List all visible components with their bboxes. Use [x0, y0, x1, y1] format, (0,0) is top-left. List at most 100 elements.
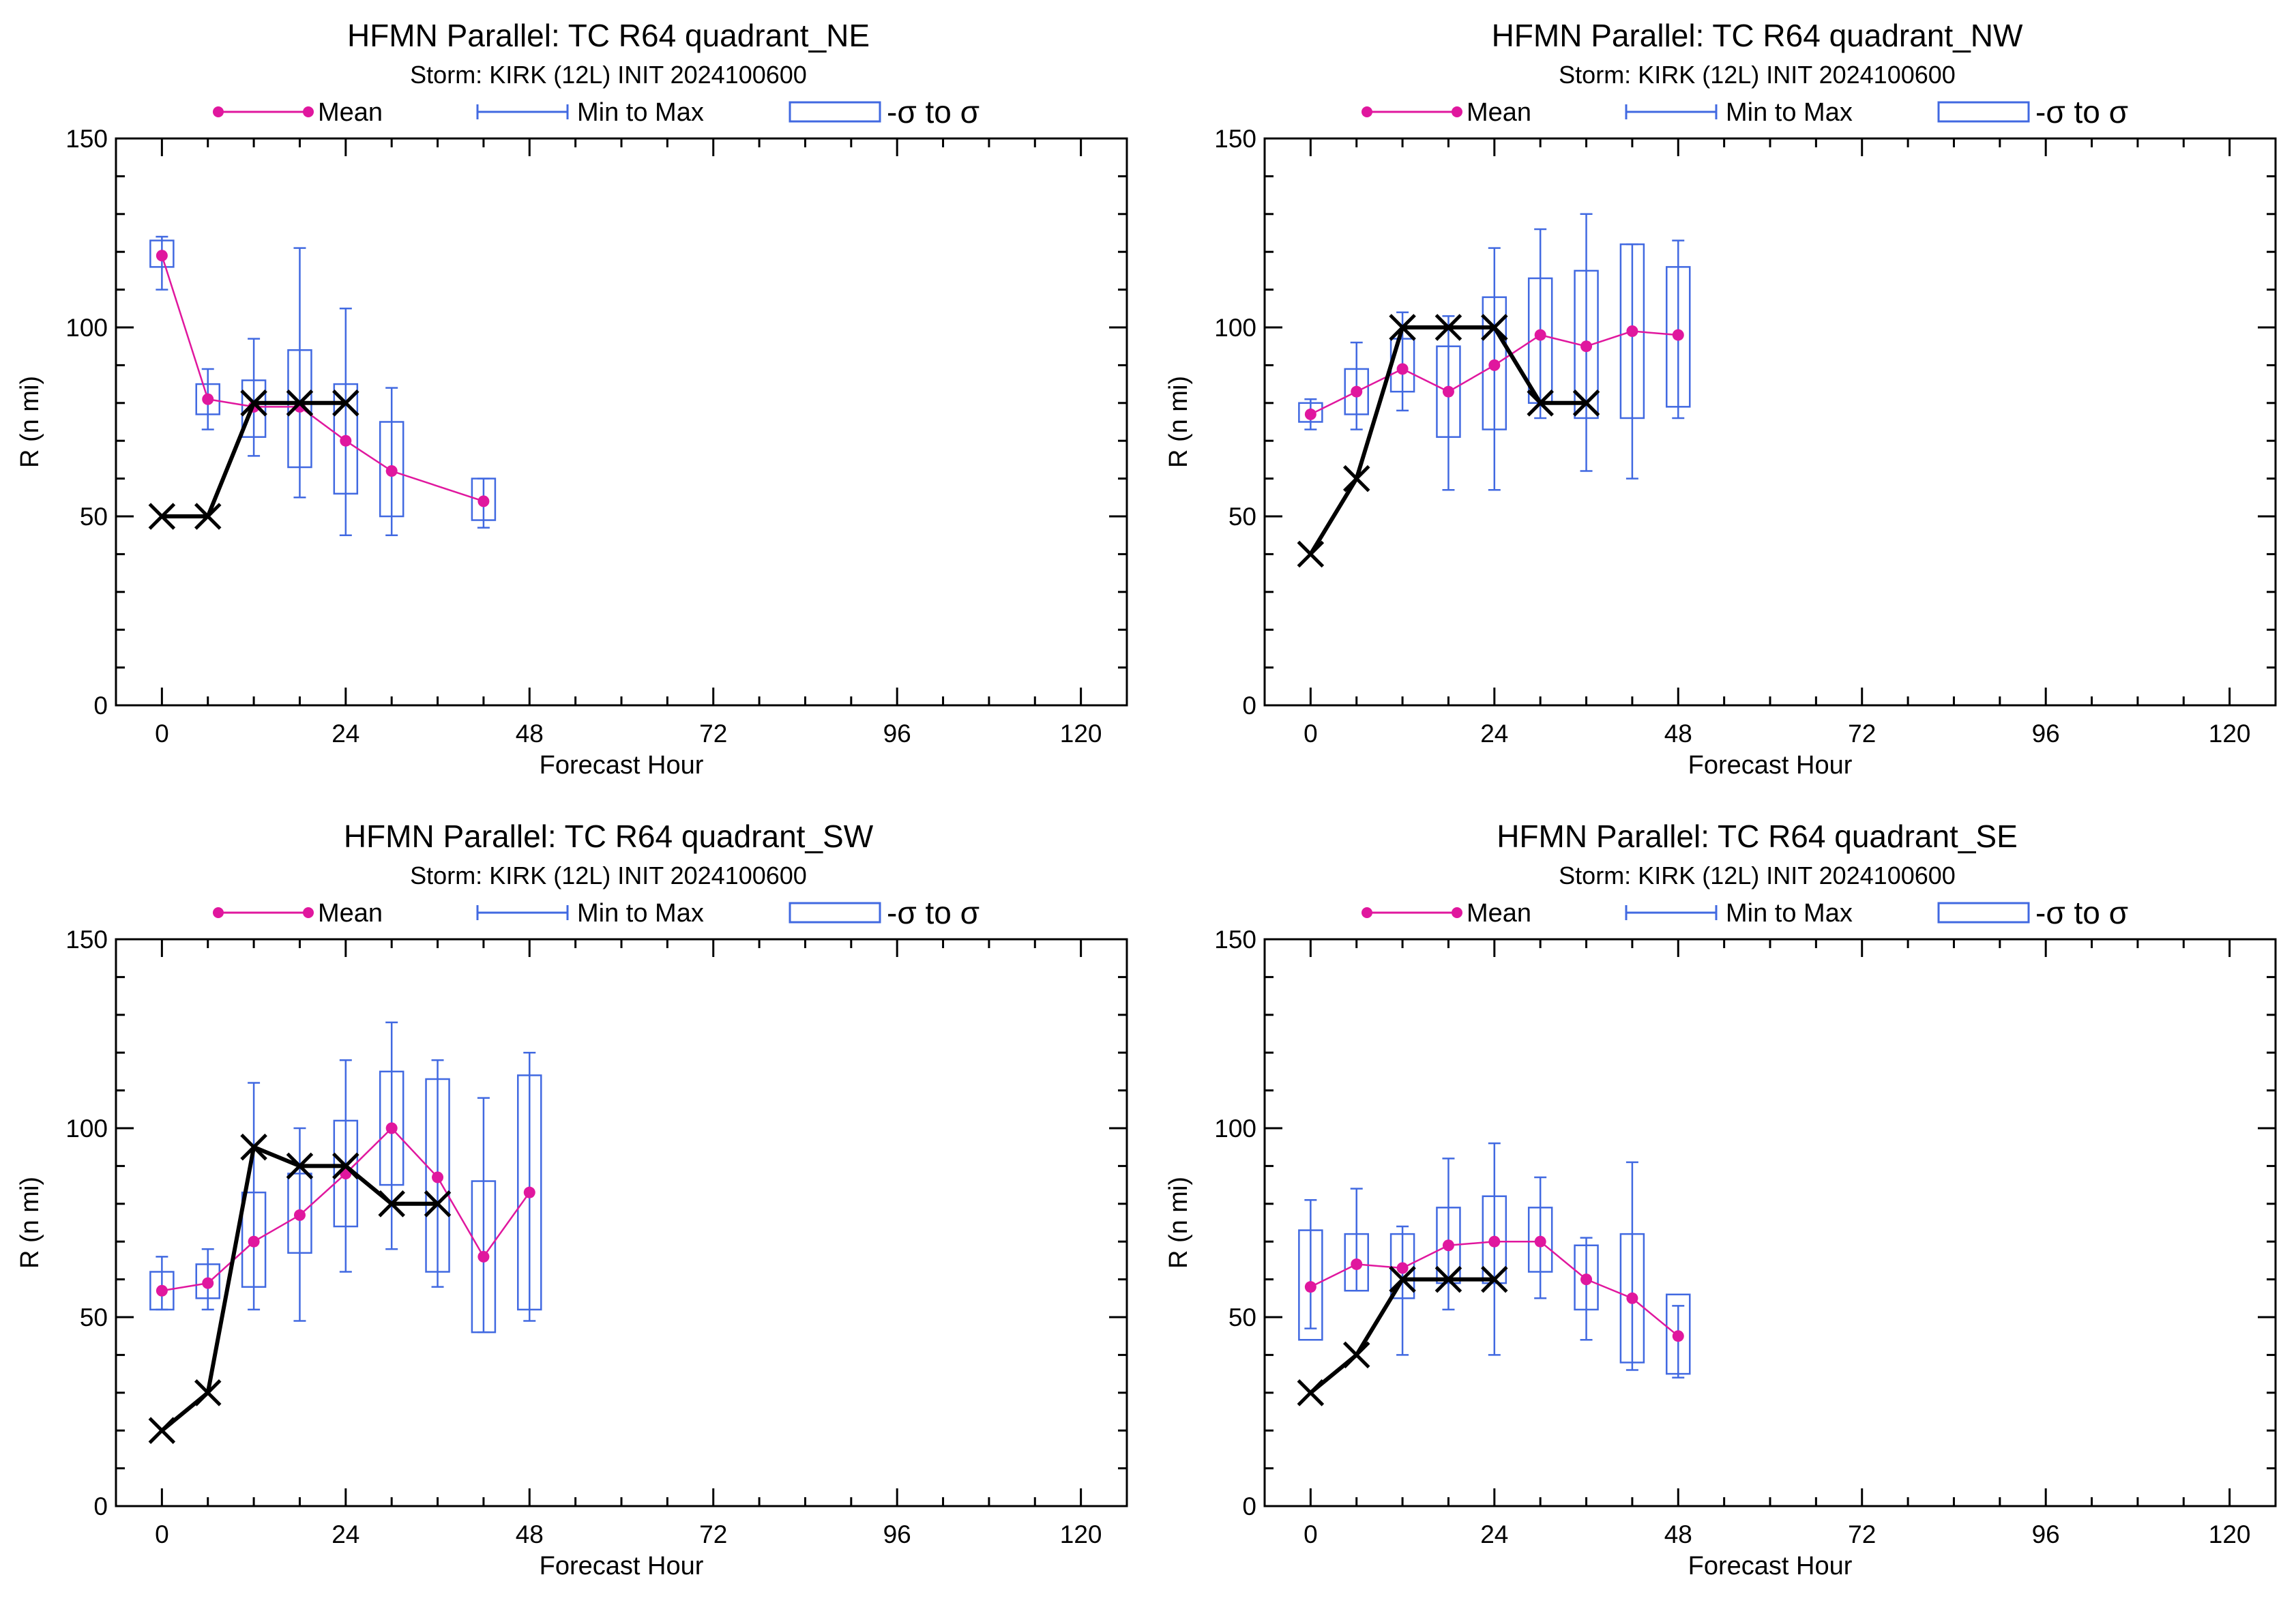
mean-point [1534, 1235, 1546, 1248]
chart-panel-1: HFMN Parallel: TC R64 quadrant_NE Storm: … [16, 18, 1128, 780]
obs-point [332, 1152, 359, 1180]
obs-point [148, 503, 176, 530]
x-tick-label: 72 [699, 1520, 727, 1548]
obs-x-stroke [194, 503, 222, 530]
obs-x-stroke [240, 389, 267, 417]
chart-panel-3: HFMN Parallel: TC R64 quadrant_SW Storm: … [16, 819, 1128, 1580]
sigma-box [149, 1271, 175, 1311]
x-tick-label: 120 [1060, 1520, 1102, 1548]
y-tick-label: 100 [1214, 1115, 1256, 1143]
legend-mean-marker [1362, 106, 1372, 117]
mean-point [1580, 340, 1593, 353]
legend-label-mean: Mean [318, 98, 383, 127]
chart-title: HFMN Parallel: TC R64 quadrant_NW [1492, 18, 2023, 53]
sigma-box [1344, 368, 1369, 415]
y-tick-label: 50 [1228, 1304, 1256, 1331]
y-axis-label: R (n mi) [1164, 376, 1193, 468]
chart-subtitle: Storm: KIRK (12L) INIT 2024100600 [1559, 61, 1956, 89]
obs-point [194, 1379, 222, 1407]
mean-point [1626, 1292, 1638, 1304]
x-tick-label: 96 [2032, 720, 2060, 748]
obs-x-stroke [332, 389, 359, 417]
chart-panel-4: HFMN Parallel: TC R64 quadrant_SE Storm: … [1164, 819, 2277, 1580]
x-tick-label: 96 [883, 720, 911, 748]
obs-point [148, 1417, 176, 1444]
obs-x-stroke [194, 1379, 222, 1407]
obs-x-stroke [332, 1152, 359, 1180]
y-axis-label: R (n mi) [16, 1177, 44, 1269]
sigma-box [287, 349, 312, 469]
sigma-box [333, 383, 359, 495]
x-tick-label: 24 [332, 1520, 359, 1548]
x-tick-label: 96 [2032, 1520, 2060, 1548]
legend-label-minmax: Min to Max [577, 98, 704, 127]
obs-x-stroke [286, 389, 314, 417]
legend-mean-marker [303, 907, 314, 918]
y-tick-label: 150 [65, 926, 108, 954]
legend-label-minmax: Min to Max [577, 899, 704, 928]
mean-point [1304, 408, 1316, 420]
obs-point [1297, 540, 1325, 568]
legend-label-minmax: Min to Max [1726, 899, 1853, 928]
obs-x-stroke [378, 1190, 405, 1218]
obs-point [424, 1190, 452, 1218]
obs-point [194, 503, 222, 530]
obs-point [1342, 465, 1370, 492]
legend-mean-marker [213, 907, 224, 918]
legend-mean-marker [1452, 907, 1462, 918]
x-tick-label: 120 [2209, 720, 2251, 748]
chart-panel-2: HFMN Parallel: TC R64 quadrant_NW Storm: … [1164, 18, 2277, 780]
plot-frame [1263, 938, 2277, 1507]
sigma-box [1574, 269, 1599, 419]
x-tick-label: 24 [332, 720, 359, 748]
sigma-box [1666, 266, 1691, 408]
mean-point [477, 495, 490, 507]
sigma-box [1482, 1195, 1507, 1284]
legend-label-mean: Mean [318, 899, 383, 928]
y-tick-label: 0 [1242, 692, 1256, 720]
obs-x-stroke [1297, 540, 1325, 568]
x-tick-label: 48 [516, 1520, 544, 1548]
y-tick-label: 50 [80, 1304, 108, 1331]
mean-point [1304, 1281, 1316, 1293]
x-axis-label: Forecast Hour [1688, 1552, 1853, 1580]
legend-sigma-box [789, 902, 881, 924]
mean-point [202, 1277, 214, 1289]
legend-label-sigma: -σ to σ [887, 94, 980, 130]
mean-point [1488, 359, 1501, 371]
obs-point [1481, 1265, 1508, 1293]
x-tick-label: 0 [1304, 1520, 1318, 1548]
sigma-box [1666, 1293, 1691, 1375]
mean-point [1672, 329, 1684, 341]
obs-x-stroke [1434, 1265, 1462, 1293]
x-axis-label: Forecast Hour [1688, 751, 1853, 780]
obs-x-stroke [148, 1417, 176, 1444]
legend-sigma-box [1937, 101, 2030, 123]
mean-point [1672, 1330, 1684, 1342]
mean-point [202, 393, 214, 405]
obs-point [332, 389, 359, 417]
mean-point [156, 1284, 168, 1297]
legend: Mean Min to Max -σ to σ [1362, 895, 2128, 930]
chart-title: HFMN Parallel: TC R64 quadrant_SE [1497, 819, 2018, 854]
obs-point [240, 389, 267, 417]
mean-point [248, 1235, 260, 1248]
x-tick-label: 72 [699, 720, 727, 748]
sigma-box [379, 421, 404, 518]
obs-x-stroke [240, 1133, 267, 1161]
legend-sigma-box [1937, 902, 2030, 924]
obs-point [378, 1190, 405, 1218]
obs-x-stroke [1342, 465, 1370, 492]
sigma-box [1574, 1244, 1599, 1311]
y-tick-label: 150 [1214, 926, 1256, 954]
mean-point [523, 1186, 535, 1198]
plot-frame [1263, 137, 2277, 707]
sigma-box [1389, 1233, 1415, 1299]
mean-line [161, 255, 484, 503]
x-tick-label: 24 [1480, 1520, 1508, 1548]
sigma-box [1619, 243, 1645, 419]
chart-subtitle: Storm: KIRK (12L) INIT 2024100600 [1559, 862, 1956, 889]
mean-point [1351, 385, 1363, 398]
y-tick-label: 0 [93, 692, 108, 720]
